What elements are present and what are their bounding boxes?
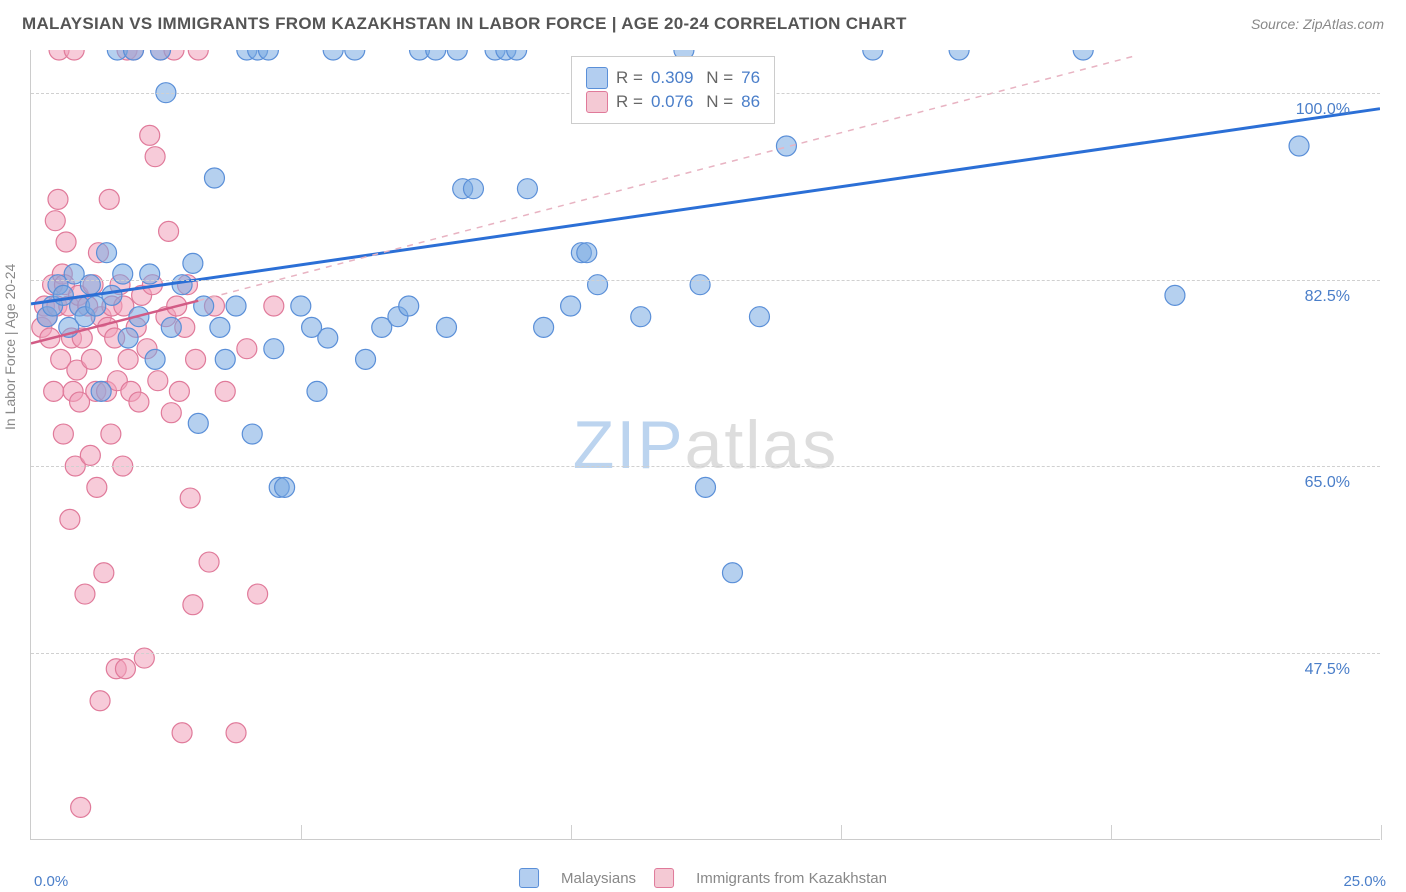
correlation-stats-box: R = 0.309 N = 76 R = 0.076 N = 86 <box>571 56 775 124</box>
chart-title: MALAYSIAN VS IMMIGRANTS FROM KAZAKHSTAN … <box>22 14 907 34</box>
gridline-v <box>841 825 842 840</box>
n-value-pink: 86 <box>741 92 760 112</box>
n-value-blue: 76 <box>741 68 760 88</box>
y-tick-label: 47.5% <box>1305 661 1350 679</box>
legend-swatch-pink <box>654 868 674 888</box>
legend-label-blue: Malaysians <box>561 870 636 887</box>
header: MALAYSIAN VS IMMIGRANTS FROM KAZAKHSTAN … <box>0 0 1406 40</box>
legend-swatch-blue <box>519 868 539 888</box>
y-tick-label: 100.0% <box>1296 101 1350 119</box>
watermark: ZIPatlas <box>573 406 838 484</box>
gridline-h <box>31 653 1380 654</box>
gridline-v <box>301 825 302 840</box>
stat-row-blue: R = 0.309 N = 76 <box>586 67 760 89</box>
chart-plot-area: ZIPatlas 47.5% 65.0% 82.5% 100.0% R = 0.309… <box>30 50 1380 840</box>
legend: Malaysians Immigrants from Kazakhstan <box>519 868 887 888</box>
plot-surface: ZIPatlas 47.5% 65.0% 82.5% 100.0% <box>31 50 1380 839</box>
gridline-h <box>31 280 1380 281</box>
source-label: Source: ZipAtlas.com <box>1251 16 1384 32</box>
stat-row-pink: R = 0.076 N = 86 <box>586 91 760 113</box>
stat-swatch-pink <box>586 91 608 113</box>
x-axis-max: 25.0% <box>1343 873 1386 890</box>
y-tick-label: 65.0% <box>1305 474 1350 492</box>
r-value-pink: 0.076 <box>651 92 694 112</box>
svg-plot <box>31 50 1380 839</box>
r-value-blue: 0.309 <box>651 68 694 88</box>
x-axis-min: 0.0% <box>34 873 68 890</box>
gridline-v <box>1111 825 1112 840</box>
gridline-v <box>1381 825 1382 840</box>
gridline-v <box>571 825 572 840</box>
stat-swatch-blue <box>586 67 608 89</box>
y-tick-label: 82.5% <box>1305 288 1350 306</box>
y-axis-label: In Labor Force | Age 20-24 <box>2 264 18 430</box>
legend-label-pink: Immigrants from Kazakhstan <box>696 870 887 887</box>
gridline-h <box>31 466 1380 467</box>
